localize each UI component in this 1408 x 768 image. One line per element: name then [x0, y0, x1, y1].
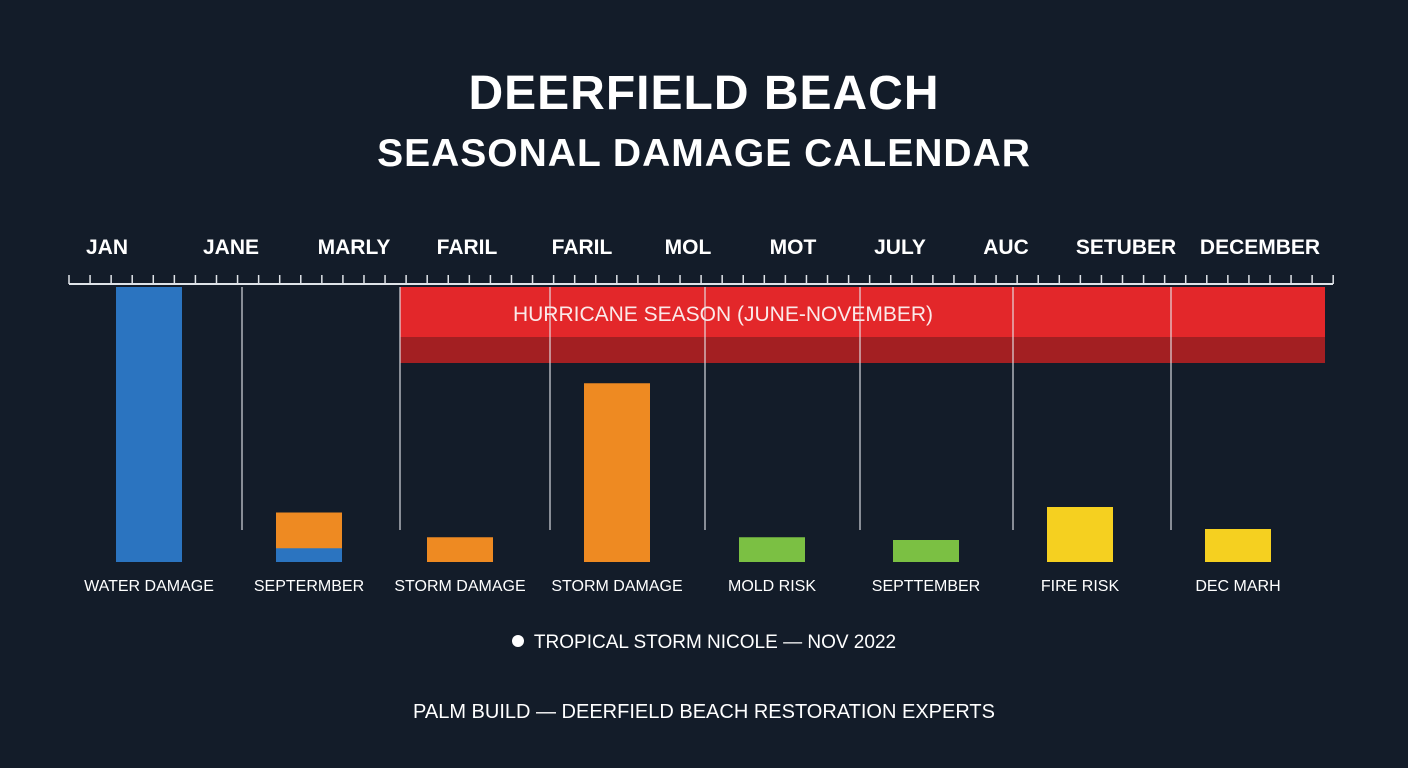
- annotation: TROPICAL STORM NICOLE — NOV 2022: [0, 632, 1408, 654]
- hurricane-season-label: HURRICANE SEASON (JUNE-NOVEMBER): [513, 303, 933, 326]
- category-label: DEC MARH: [1195, 578, 1280, 595]
- month-label: MARLY: [318, 236, 391, 259]
- bar-secondary-segment: [276, 548, 342, 562]
- category-label: WATER DAMAGE: [84, 578, 214, 595]
- hurricane-season-band-shade: [400, 337, 1325, 363]
- month-label: MOT: [770, 236, 817, 259]
- bullet-icon: [511, 635, 524, 647]
- bar-septtember: [893, 540, 959, 562]
- bar-mold-risk: [739, 537, 805, 562]
- category-label: STORM DAMAGE: [394, 578, 525, 595]
- category-label: STORM DAMAGE: [551, 578, 682, 595]
- bar-fire-risk: [1047, 507, 1113, 562]
- bar-storm-damage: [427, 537, 493, 562]
- month-label: MOL: [665, 236, 712, 259]
- bar-storm-damage: [584, 383, 650, 562]
- bar-water-damage: [116, 287, 182, 562]
- month-label: AUC: [983, 236, 1029, 259]
- category-label: FIRE RISK: [1041, 578, 1120, 595]
- month-label: JANE: [203, 236, 259, 259]
- category-label: SEPTTEMBER: [872, 578, 980, 595]
- chart-subtitle: SEASONAL DAMAGE CALENDAR: [377, 132, 1031, 175]
- chart-title: DEERFIELD BEACH: [468, 67, 940, 120]
- annotation-text: TROPICAL STORM NICOLE — NOV 2022: [533, 632, 897, 653]
- month-label: FARIL: [437, 236, 498, 259]
- month-label: DECEMBER: [1200, 236, 1320, 259]
- month-label: FARIL: [552, 236, 613, 259]
- bar-dec-marh: [1205, 529, 1271, 562]
- category-label: SEPTERMBER: [254, 578, 364, 595]
- month-label: JAN: [86, 236, 128, 259]
- footer: PALM BUILD — DEERFIELD BEACH RESTORATION…: [413, 701, 995, 723]
- month-label: SETUBER: [1076, 236, 1176, 259]
- category-label: MOLD RISK: [728, 578, 816, 595]
- month-label: JULY: [874, 236, 926, 259]
